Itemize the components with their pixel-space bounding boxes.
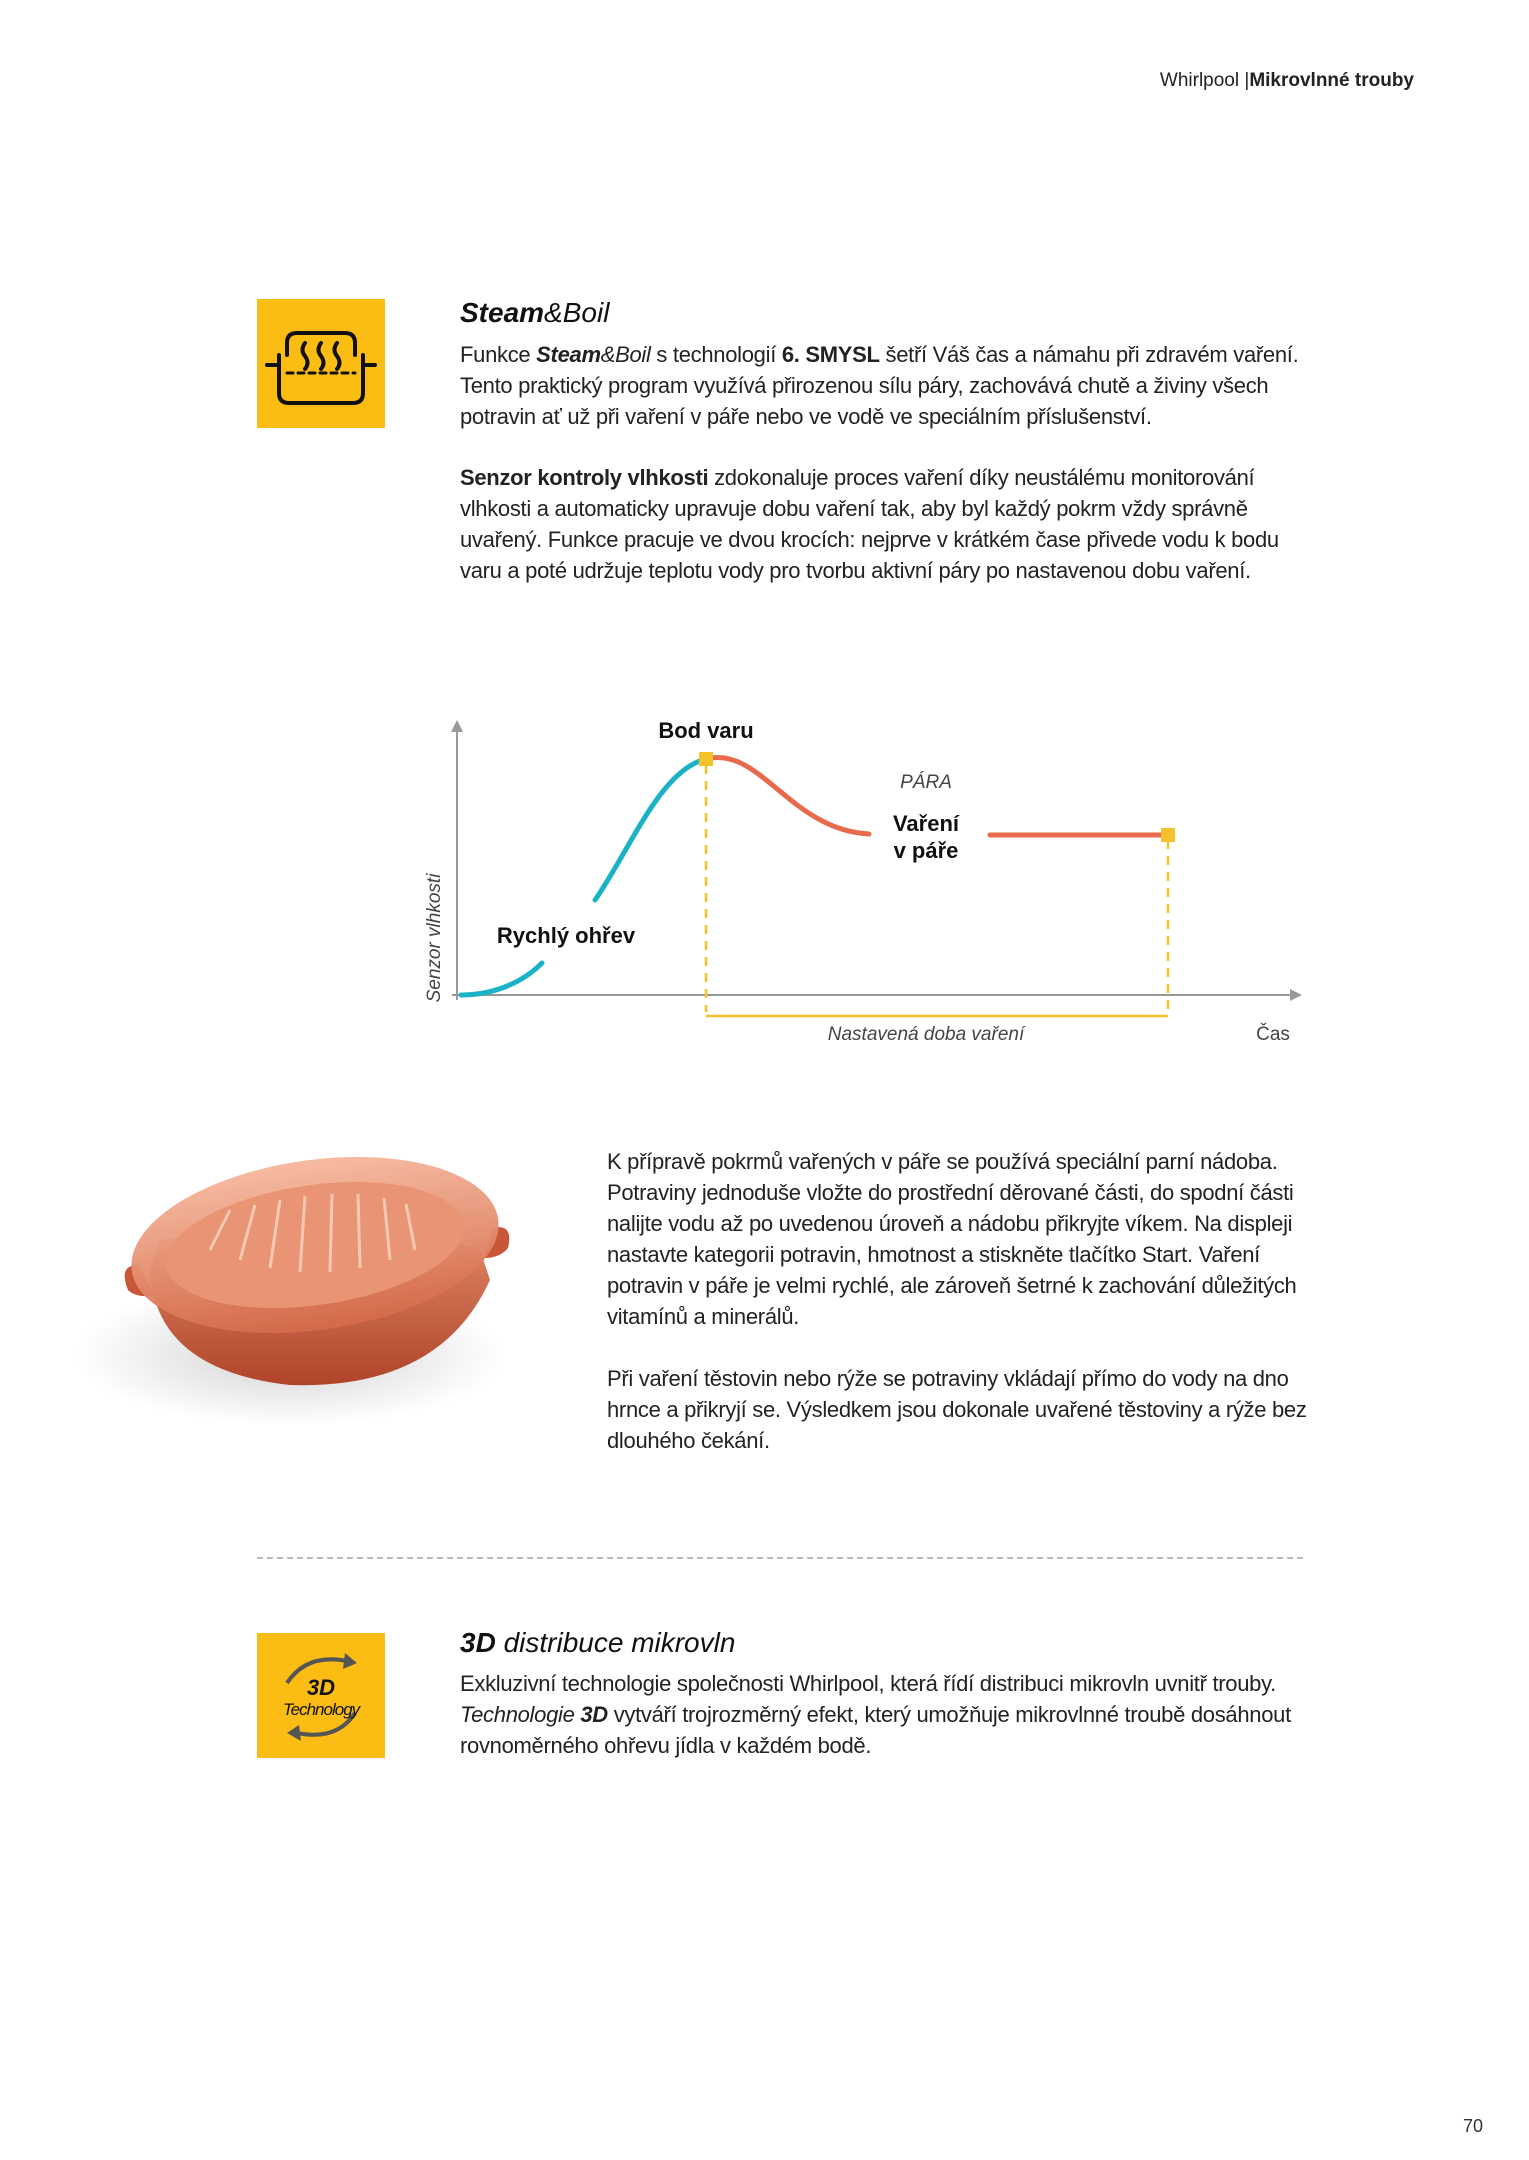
title-rest: distribuce mikrovln [495,1627,736,1658]
label: Vaření [893,811,960,836]
x-axis-label: Čas [1256,1023,1290,1045]
curve-steam [703,754,872,837]
y-axis-label: Senzor vlhkosti [424,873,445,1003]
paragraph: Senzor kontroly vlhkosti zdokonaluje pro… [460,462,1310,586]
label: PÁRA [900,772,952,793]
text: Exkluzivní technologie společnosti Whirl… [460,1671,1276,1696]
3d-icon-graphic: 3D Technology [283,1653,363,1741]
divider [257,1557,1303,1559]
label: Bod varu [658,718,753,743]
marker [699,752,713,766]
brand-bold: Steam [536,342,601,367]
steam-diagram: Bod varu PÁRA Vaření v páře Rychlý ohřev… [424,718,1302,1045]
icon-text: Technology [283,1700,362,1719]
paragraph: Při vaření těstovin nebo rýže se potravi… [607,1366,1307,1453]
text: Funkce [460,342,537,367]
bold-text: Senzor kontroly vlhkosti [460,465,709,490]
title-bold: Steam [460,297,545,328]
section-title: Steam&Boil [460,297,609,329]
curve-heating [458,960,545,998]
page-number: 70 [1463,2116,1484,2136]
italic-text: Technologie [460,1702,581,1727]
text: zdokonaluje proces vaření díky neustálém… [460,465,1279,583]
separator: | [1244,70,1250,91]
icon-text: 3D [307,1675,335,1700]
steam-icon-graphic [265,331,377,405]
label: Rychlý ohřev [497,923,636,948]
paragraph: K přípravě pokrmů vařených v páře se pou… [607,1149,1297,1329]
x-arrow [1290,989,1302,1001]
y-arrow [451,720,463,732]
title-rest: &Boil [544,297,610,328]
steam-icon [257,299,385,428]
text: vytváří trojrozměrný efekt, který umožňu… [460,1702,1291,1758]
running-header: Whirlpool |Mikrovlnné trouby [1160,70,1414,92]
text: šetří Váš čas a námahu při zdravém vařen… [460,342,1299,429]
bold-italic-text: 3D [580,1702,608,1727]
title-bold: 3D [460,1627,496,1658]
section: Mikrovlnné trouby [1249,70,1414,91]
text: s technologií [650,342,782,367]
brand: Whirlpool [1159,70,1240,91]
label: Nastavená doba vaření [828,1024,1026,1045]
label: v páře [894,838,959,863]
marker [1161,828,1175,842]
3d-icon: 3D Technology [257,1633,385,1758]
paragraph: Exkluzivní technologie společnosti Whirl… [460,1668,1310,1761]
curve-heating [592,756,709,903]
section-title: 3D distribuce mikrovln [460,1627,735,1659]
steamer-dish-photo [75,1156,510,1425]
bold-text: 6. SMYSL [781,342,880,367]
brand-italic: &Boil [600,342,651,367]
paragraph: Funkce Steam&Boil s technologií 6. SMYSL… [460,339,1310,432]
